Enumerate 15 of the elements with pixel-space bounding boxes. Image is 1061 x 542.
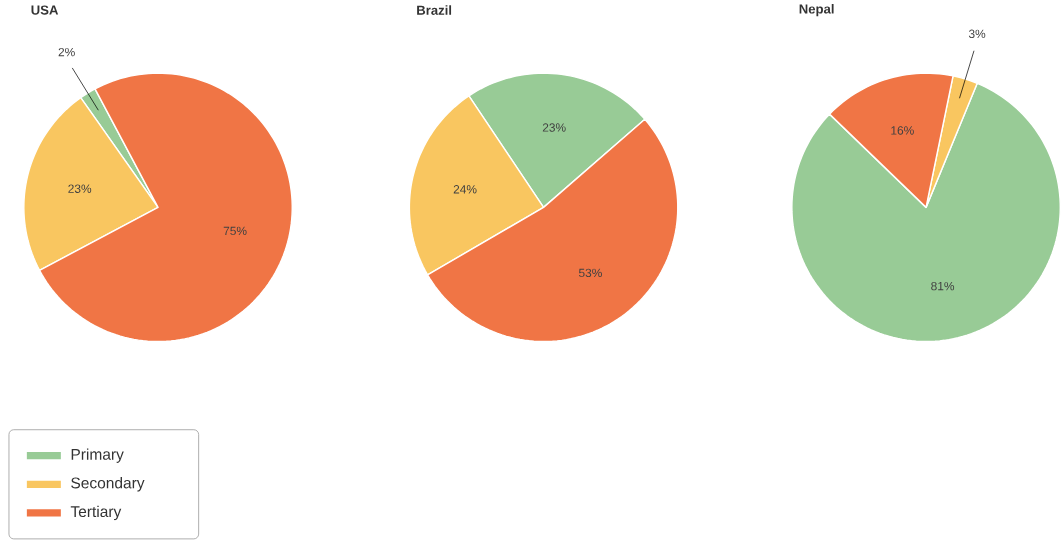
data-label: 23% xyxy=(542,123,566,132)
data-label: 24% xyxy=(453,185,477,194)
chart-title: USA xyxy=(31,5,59,15)
data-label: 81% xyxy=(931,282,955,291)
legend-label: Secondary xyxy=(71,477,145,492)
data-label: 23% xyxy=(68,184,92,194)
legend-label: Tertiary xyxy=(70,505,122,521)
data-label: 2% xyxy=(58,48,75,57)
data-label: 16% xyxy=(891,126,914,135)
chart-title: Nepal xyxy=(799,4,834,17)
data-label: 75% xyxy=(223,226,247,236)
chart-title: Brazil xyxy=(417,5,452,16)
legend-label: Primary xyxy=(71,448,124,464)
data-label: 3% xyxy=(968,29,986,39)
data-label: 53% xyxy=(578,268,602,278)
